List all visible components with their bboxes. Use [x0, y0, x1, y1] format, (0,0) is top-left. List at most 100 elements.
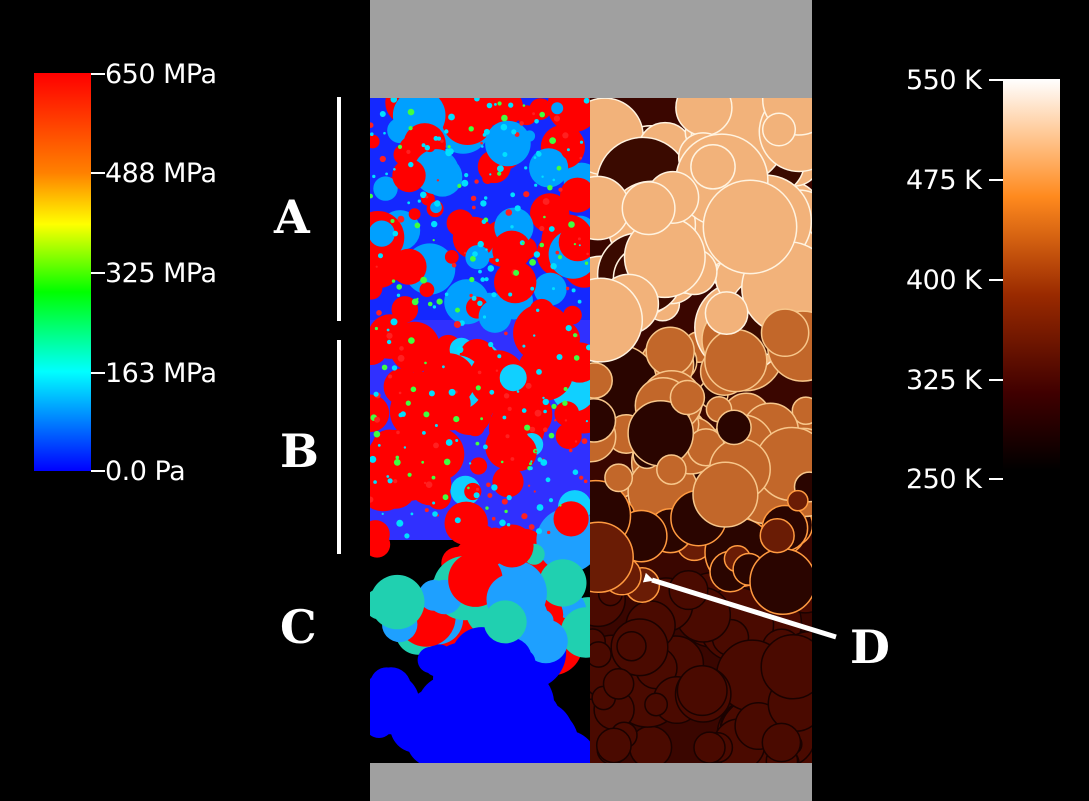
grain	[443, 458, 451, 466]
grain	[508, 102, 514, 108]
grain	[448, 388, 456, 396]
grain	[542, 198, 550, 205]
grain	[421, 460, 425, 464]
grain	[558, 187, 563, 192]
grain	[454, 517, 461, 524]
grain	[522, 344, 526, 348]
grain	[550, 263, 557, 270]
temp-tick-label-400: 400 K	[906, 265, 982, 296]
grain	[399, 346, 404, 351]
grain	[379, 111, 386, 117]
grain	[579, 475, 584, 480]
grain	[403, 446, 407, 449]
grain	[554, 401, 580, 427]
grain	[529, 298, 555, 324]
grain	[497, 101, 502, 106]
grain	[480, 200, 487, 207]
grain	[510, 192, 516, 198]
grain	[434, 424, 438, 427]
grain	[379, 155, 386, 163]
grain	[559, 342, 590, 383]
grain	[477, 370, 482, 375]
grain	[421, 143, 426, 148]
grain	[385, 172, 388, 176]
grain	[555, 250, 560, 255]
grain	[536, 150, 541, 155]
grain	[513, 269, 520, 276]
grain	[563, 305, 582, 325]
grain	[584, 261, 589, 265]
grain	[669, 379, 706, 416]
grain	[440, 139, 444, 143]
grain	[393, 479, 398, 484]
grain	[468, 462, 472, 465]
grain	[374, 416, 381, 423]
grain	[484, 277, 489, 282]
grain	[436, 179, 440, 182]
grain	[445, 149, 453, 157]
grain	[495, 369, 499, 372]
grain	[485, 120, 531, 167]
grain	[388, 374, 393, 379]
stress-tick-mark-3	[91, 372, 105, 374]
grain	[464, 482, 482, 501]
grain	[392, 230, 399, 237]
grain	[370, 132, 374, 136]
grain	[386, 328, 390, 332]
grain	[488, 341, 494, 348]
grain	[574, 440, 578, 443]
grain	[390, 219, 395, 223]
grain	[398, 391, 402, 395]
grain	[455, 307, 460, 313]
grain	[425, 195, 429, 199]
grain	[464, 173, 469, 178]
grain	[396, 293, 401, 297]
grain	[373, 430, 381, 438]
grain	[510, 457, 515, 461]
temp-tick-label-550: 550 K	[906, 65, 982, 96]
grain	[516, 105, 537, 126]
grain	[543, 409, 547, 414]
grain	[370, 588, 396, 620]
grain	[455, 439, 459, 442]
grain	[428, 390, 435, 397]
stress-field-panel	[370, 98, 590, 763]
grain	[499, 519, 506, 527]
grain	[483, 128, 490, 135]
grain	[482, 315, 487, 319]
grain	[389, 321, 440, 373]
grain	[404, 533, 410, 539]
grain	[508, 292, 513, 297]
grain	[474, 98, 480, 102]
grain	[372, 174, 376, 179]
grain	[521, 241, 525, 245]
grain	[485, 506, 489, 510]
grain	[559, 504, 562, 507]
grain	[499, 466, 521, 488]
grain	[786, 489, 809, 512]
grain	[370, 455, 377, 463]
grain	[370, 496, 374, 503]
grain	[529, 148, 569, 188]
grain	[477, 240, 484, 248]
grain	[373, 176, 398, 201]
stress-tick-mark-1	[91, 172, 105, 174]
grain	[644, 692, 669, 717]
grain	[645, 326, 695, 376]
grain	[545, 477, 551, 483]
grain	[390, 248, 427, 285]
grain	[571, 288, 576, 293]
grain	[547, 530, 551, 535]
grain	[489, 637, 532, 681]
grain	[432, 239, 435, 242]
grain	[590, 277, 644, 363]
grain	[370, 394, 390, 433]
stress-colorbar	[34, 73, 91, 471]
grain	[539, 225, 545, 232]
grain	[530, 193, 570, 233]
grain	[442, 365, 445, 369]
grain	[499, 364, 527, 392]
zone-label-c: C	[280, 600, 317, 654]
grain	[497, 171, 502, 176]
grain	[504, 331, 508, 336]
